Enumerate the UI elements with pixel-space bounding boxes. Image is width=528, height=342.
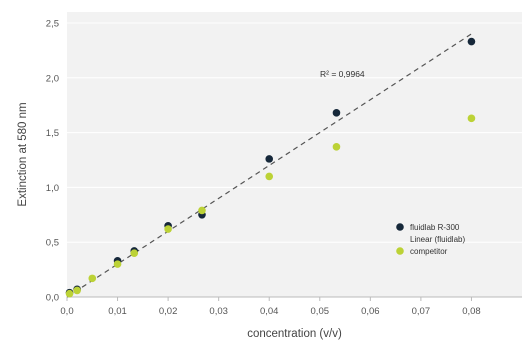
x-tick-label: 0,0 [60,306,73,317]
axes: 0,0 0,5 1,0 1,5 2,0 2,5 0,0 0,01 0,02 0,03 0,04 0,0… [46,18,522,317]
y-tick-label: 2,0 [46,73,59,84]
legend-marker [396,223,404,231]
x-tick-label: 0,02 [159,306,178,317]
point-competitor [88,274,97,283]
point-fluidlab-r-300 [265,155,274,163]
point-competitor [265,172,274,181]
y-axis-label: Extinction at 580 nm [17,102,29,206]
point-competitor [198,206,206,215]
x-tick-label: 0,04 [260,306,279,317]
legend-label: Linear (fluidlab) [410,235,465,244]
x-tick-label: 0,08 [462,306,481,317]
x-axis-label: concentration (v/v) [247,328,342,340]
point-fluidlab-r-300 [467,37,476,46]
y-tick-label: 2,5 [46,18,59,29]
x-tick-label: 0,03 [209,306,228,317]
point-competitor [73,286,81,295]
x-tick-label: 0,07 [412,306,431,317]
x-tick-label: 0,06 [361,306,380,317]
x-tick-label: 0,01 [108,306,127,317]
point-competitor [113,260,122,268]
legend: fluidlab R-300 Linear (fluidlab) competito… [396,223,465,256]
point-fluidlab-r-300 [332,109,341,117]
point-competitor [467,114,476,123]
y-tick-label: 1,5 [46,128,59,139]
plot-area [67,12,522,297]
r-squared-annotation: R² = 0,9964 [320,69,365,79]
legend-marker [396,247,404,255]
legend-label: fluidlab R-300 [410,223,460,232]
point-competitor [164,225,172,233]
point-competitor [332,143,341,151]
point-competitor [130,249,139,257]
y-tick-label: 1,0 [46,183,59,194]
x-tick-label: 0,05 [311,306,330,317]
y-tick-label: 0,5 [46,238,59,249]
grid-lines [67,22,522,243]
y-tick-label: 0,0 [46,293,59,304]
point-competitor [65,289,74,298]
data-points [65,37,476,298]
legend-label: competitor [410,247,448,256]
